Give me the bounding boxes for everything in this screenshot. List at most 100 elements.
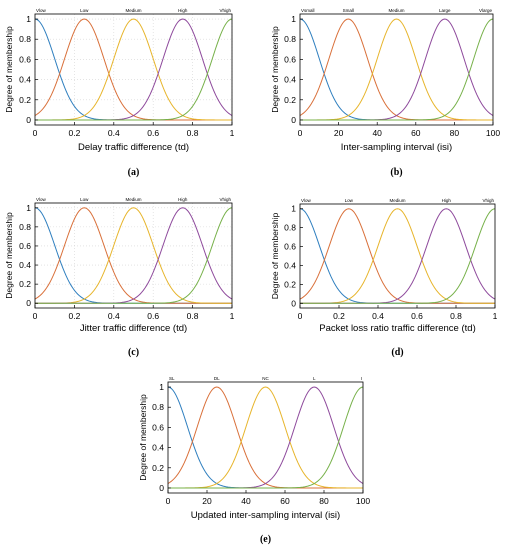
y-tick-label: 1: [291, 14, 296, 24]
panel-a: Vlow Low Medium High Vhigh 0 0.2 0.4 0.6 0.8 1 0 0.2…: [0, 0, 255, 182]
membership-label: Large: [439, 8, 451, 13]
y-tick-label: 0.2: [284, 95, 296, 105]
y-axis-label: Degree of membership: [4, 212, 14, 299]
x-tick-label: 1: [493, 311, 498, 321]
x-tick-label: 0.2: [333, 311, 345, 321]
y-tick-label: 0.2: [152, 463, 164, 473]
membership-curve: [299, 208, 495, 304]
plot-frame: [299, 203, 496, 309]
y-tick-label: 0.6: [19, 54, 31, 64]
membership-curve: [299, 18, 493, 121]
membership-label: Low: [345, 198, 354, 203]
chart-e: SL DL NC L I 0 20 40 60 80 100 0 0.2 0.4 0.6 0.8 1 Update…: [138, 376, 370, 545]
membership-curve: [300, 208, 496, 304]
y-axis-label: Degree of membership: [4, 26, 14, 113]
panel-e: SL DL NC L I 0 20 40 60 80 100 0 0.2 0.4 0.6 0.8 1 Update…: [128, 370, 390, 550]
chart-d: Vlow Low Medium High Vhigh 0 0.2 0.4 0.6 0.8 1 0 0.2…: [270, 198, 498, 358]
x-tick-label: 1: [230, 311, 235, 321]
x-tick-label: 80: [450, 128, 460, 138]
membership-label: NC: [262, 376, 269, 381]
membership-label: Medium: [125, 197, 141, 202]
x-tick-label: 0.8: [187, 311, 199, 321]
x-tick-label: 0.6: [147, 311, 159, 321]
membership-label: Vlow: [36, 8, 47, 13]
plot-frame: [34, 13, 233, 126]
membership-label: Low: [80, 8, 89, 13]
membership-curve: [168, 386, 364, 489]
y-tick-label: 0.2: [19, 279, 31, 289]
membership-curve: [34, 207, 232, 304]
x-tick-label: 0: [298, 311, 303, 321]
membership-curve: [299, 208, 495, 304]
y-tick-label: 0.6: [152, 422, 164, 432]
membership-curve: [34, 18, 232, 121]
membership-curve: [35, 207, 233, 304]
x-tick-label: 0.2: [68, 128, 80, 138]
x-tick-label: 100: [356, 496, 370, 506]
y-axis-label: Degree of membership: [270, 213, 280, 300]
y-tick-label: 1: [159, 382, 164, 392]
y-tick-label: 0.6: [284, 54, 296, 64]
x-axis-label: Packet loss ratio traffic difference (td…: [319, 323, 475, 334]
x-tick-label: 0.8: [187, 128, 199, 138]
membership-label: Vlarge: [479, 8, 493, 13]
y-tick-label: 0: [159, 483, 164, 493]
x-tick-label: 80: [319, 496, 329, 506]
membership-label: Vlow: [36, 197, 47, 202]
membership-curve: [167, 386, 363, 489]
y-tick-label: 0.4: [284, 260, 296, 270]
membership-label: Vsmall: [301, 8, 315, 13]
membership-label: High: [178, 197, 188, 202]
membership-curve: [34, 207, 232, 304]
membership-curve: [300, 18, 493, 121]
y-tick-label: 1: [26, 14, 31, 24]
x-axis-label: Updated inter-sampling interval (isi): [191, 510, 340, 521]
y-axis-label: Degree of membership: [270, 26, 280, 113]
membership-curve: [35, 207, 233, 304]
y-tick-label: 0.8: [152, 402, 164, 412]
chart-a: Vlow Low Medium High Vhigh 0 0.2 0.4 0.6 0.8 1 0 0.2…: [4, 8, 235, 178]
y-tick-label: 0.8: [284, 34, 296, 44]
plot-frame: [167, 381, 364, 494]
x-tick-label: 60: [280, 496, 290, 506]
membership-curve: [35, 18, 233, 121]
x-tick-label: 20: [334, 128, 344, 138]
x-tick-label: 0.8: [450, 311, 462, 321]
membership-curve: [300, 208, 496, 304]
plot-frame: [299, 13, 494, 126]
membership-label: Vhigh: [482, 198, 494, 203]
x-tick-label: 0: [33, 128, 38, 138]
figure-caption: (a): [128, 167, 140, 178]
y-tick-label: 0: [26, 115, 31, 125]
y-tick-label: 0: [291, 115, 296, 125]
membership-label: SL: [169, 376, 175, 381]
y-tick-label: 0.8: [284, 223, 296, 233]
y-tick-label: 0.4: [152, 443, 164, 453]
figure-caption: (b): [390, 167, 402, 178]
x-tick-label: 40: [241, 496, 251, 506]
membership-label: High: [178, 8, 188, 13]
x-axis-label: Jitter traffic difference (td): [80, 323, 187, 334]
figure-caption: (e): [260, 534, 271, 545]
x-axis-label: Delay traffic difference (td): [78, 142, 189, 153]
membership-label: Medium: [125, 8, 141, 13]
membership-curve: [35, 207, 232, 304]
membership-label: I: [361, 376, 362, 381]
membership-label: Low: [80, 197, 89, 202]
membership-curve: [299, 18, 493, 121]
membership-label: L: [313, 376, 316, 381]
x-tick-label: 0.4: [372, 311, 384, 321]
y-axis-label: Degree of membership: [138, 394, 148, 481]
membership-label: Vhigh: [219, 197, 231, 202]
x-tick-label: 60: [411, 128, 421, 138]
membership-curve: [35, 18, 232, 121]
x-tick-label: 0: [166, 496, 171, 506]
x-axis-label: Inter-sampling interval (isi): [341, 142, 452, 153]
x-tick-label: 0: [298, 128, 303, 138]
membership-label: Vhigh: [219, 8, 231, 13]
y-tick-label: 0.4: [19, 75, 31, 85]
membership-curve: [167, 386, 363, 489]
membership-label: Medium: [388, 8, 404, 13]
membership-label: Medium: [389, 198, 405, 203]
